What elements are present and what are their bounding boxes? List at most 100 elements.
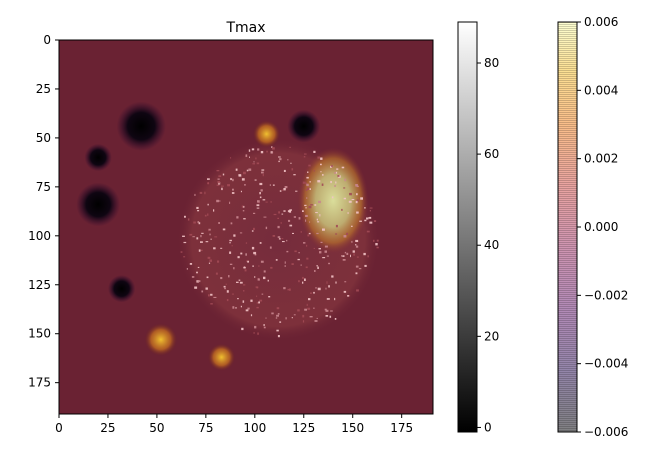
speckle <box>241 205 244 208</box>
speckle <box>279 190 282 192</box>
speckle <box>242 205 245 208</box>
speckle <box>341 166 345 169</box>
x-tick-label: 125 <box>292 421 315 435</box>
speckle <box>279 321 282 323</box>
speckle <box>331 196 334 199</box>
speckle <box>306 176 309 179</box>
speckle <box>280 222 282 224</box>
speckle <box>308 298 311 301</box>
speckle <box>217 178 220 180</box>
speckle <box>330 181 332 184</box>
speckle <box>194 286 198 289</box>
x-tick-label: 100 <box>243 421 266 435</box>
speckle <box>215 272 218 275</box>
speckle <box>355 244 357 246</box>
speckle <box>334 172 336 174</box>
speckle <box>253 227 255 230</box>
speckle <box>309 316 313 318</box>
speckle <box>364 264 367 267</box>
speckle <box>199 191 203 194</box>
speckle <box>317 266 319 269</box>
speckle <box>355 184 358 187</box>
speckle <box>262 199 266 201</box>
speckle <box>244 269 247 272</box>
speckle <box>277 217 279 219</box>
speckle <box>245 309 249 312</box>
speckle <box>261 171 264 174</box>
speckle <box>263 270 266 273</box>
speckle <box>344 251 347 254</box>
speckle <box>260 260 264 263</box>
speckle <box>347 212 349 214</box>
speckle <box>256 295 258 297</box>
speckle <box>250 314 253 317</box>
speckle <box>289 288 291 291</box>
speckle <box>269 184 271 186</box>
speckle <box>251 230 254 232</box>
speckle <box>348 200 352 203</box>
speckle <box>291 317 293 319</box>
speckle <box>355 239 359 242</box>
speckle <box>267 279 269 282</box>
speckle <box>310 204 313 206</box>
y-tick-label: 175 <box>28 376 51 390</box>
speckle <box>307 234 310 237</box>
speckle <box>226 290 229 293</box>
speckle <box>198 249 201 252</box>
speckle <box>237 298 239 300</box>
speckle <box>318 248 321 250</box>
speckle <box>306 183 309 187</box>
speckle <box>197 221 200 224</box>
speckle <box>289 224 293 227</box>
speckle <box>342 259 346 261</box>
speckle <box>313 150 316 153</box>
speckle <box>222 173 225 176</box>
speckle <box>320 163 322 166</box>
speckle <box>376 239 379 242</box>
speckle <box>252 163 255 165</box>
hot-lobe <box>297 147 369 254</box>
colorbar-tick-label: 0.000 <box>584 220 618 234</box>
speckle <box>204 214 207 217</box>
speckle <box>322 257 326 259</box>
speckle <box>334 297 336 301</box>
speckle <box>187 218 190 221</box>
speckle <box>346 232 349 236</box>
speckle <box>276 307 280 310</box>
speckle <box>353 253 355 256</box>
speckle <box>269 246 272 249</box>
speckle <box>259 299 263 302</box>
speckle <box>325 315 329 317</box>
speckle <box>256 204 260 207</box>
speckle <box>243 266 246 269</box>
speckle <box>275 259 278 261</box>
speckle <box>272 235 276 237</box>
dark-spot <box>84 143 112 172</box>
speckle <box>256 306 259 309</box>
speckle <box>307 187 310 190</box>
speckle <box>277 335 280 338</box>
speckle <box>266 150 268 153</box>
speckle <box>186 268 188 270</box>
speckle <box>302 320 305 323</box>
speckle <box>207 182 209 185</box>
y-tick-label: 75 <box>36 180 51 194</box>
speckle <box>326 281 328 284</box>
speckle <box>231 245 233 247</box>
speckle <box>315 287 317 289</box>
speckle <box>302 281 304 284</box>
speckle <box>306 244 308 247</box>
y-tick-label: 0 <box>43 33 51 47</box>
speckle <box>225 283 227 285</box>
x-tick-label: 175 <box>390 421 413 435</box>
speckle <box>282 241 285 243</box>
speckle <box>276 329 279 332</box>
speckle <box>183 241 187 244</box>
speckle <box>283 210 286 212</box>
speckle <box>197 210 200 212</box>
speckle <box>355 265 359 268</box>
speckle <box>369 221 373 224</box>
speckle <box>206 276 209 279</box>
speckle <box>283 188 286 191</box>
colorbar-tick-label: −0.004 <box>584 357 628 371</box>
